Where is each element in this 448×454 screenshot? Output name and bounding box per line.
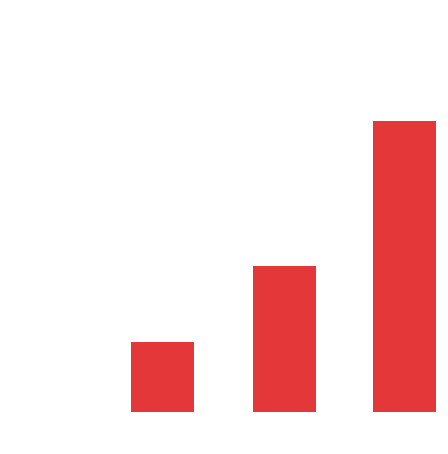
bar-short [131,342,194,412]
bar-tall [373,121,436,412]
bar-medium [253,266,316,412]
